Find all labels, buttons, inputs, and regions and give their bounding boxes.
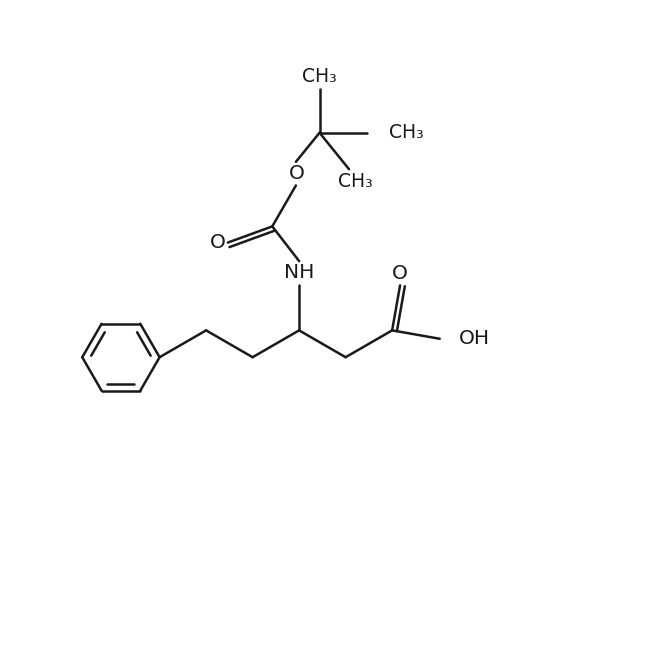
- Text: O: O: [210, 233, 226, 252]
- Text: O: O: [392, 264, 408, 283]
- Text: O: O: [289, 164, 305, 183]
- Text: CH₃: CH₃: [389, 124, 424, 142]
- Text: OH: OH: [458, 330, 489, 348]
- Text: CH₃: CH₃: [338, 172, 373, 190]
- Text: CH₃: CH₃: [302, 68, 337, 86]
- Text: NH: NH: [284, 263, 315, 282]
